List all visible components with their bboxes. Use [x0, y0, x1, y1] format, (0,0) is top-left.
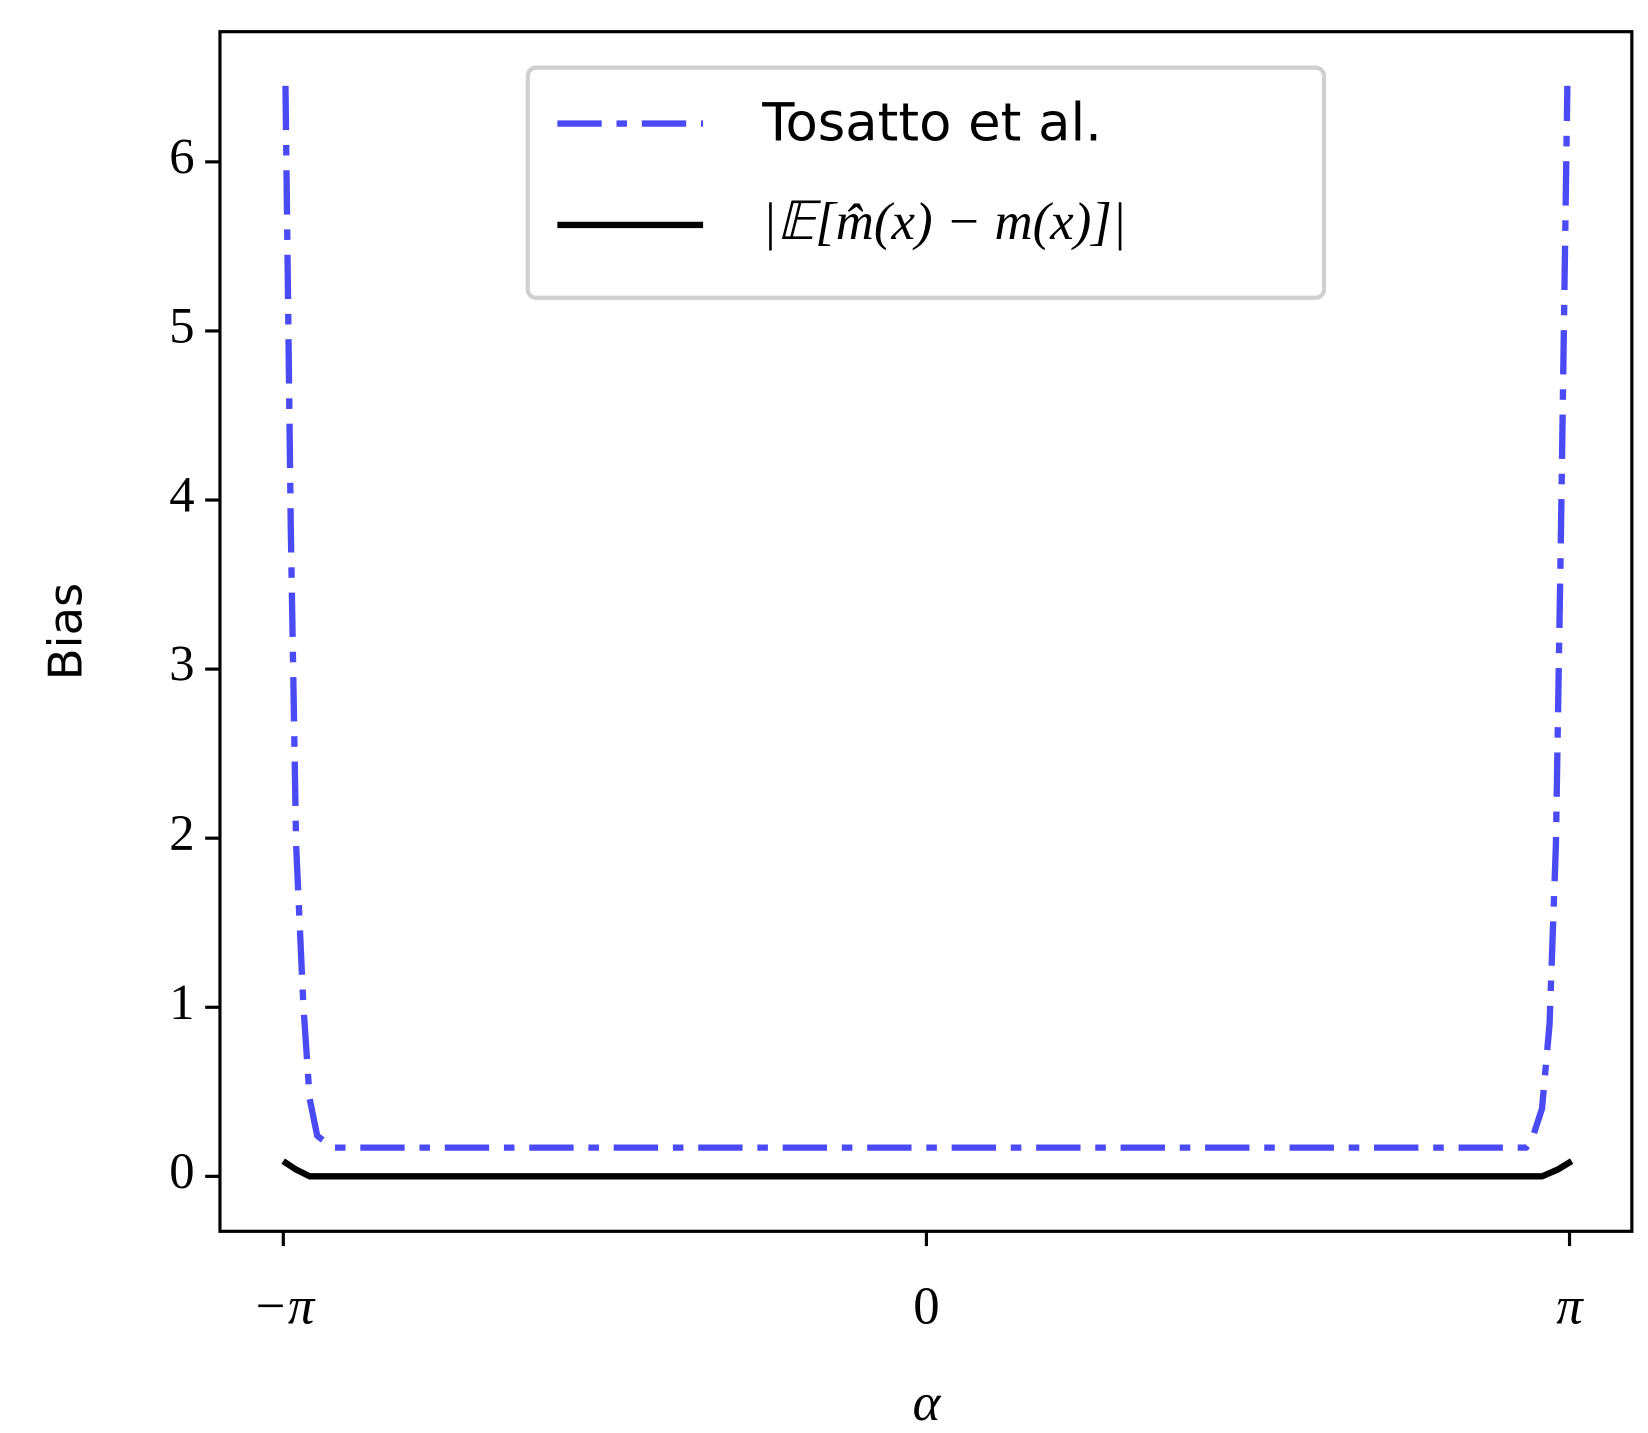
- x-tick-label: 0: [913, 1278, 939, 1336]
- y-tick-label: 1: [169, 974, 194, 1030]
- legend-label: Tosatto et al.: [761, 92, 1102, 153]
- y-tick-label: 2: [169, 805, 194, 861]
- x-tick-label: π: [1556, 1278, 1584, 1336]
- line: [281, 1158, 1574, 1180]
- line: [282, 85, 1571, 1151]
- x-tick-label: −π: [252, 1278, 316, 1336]
- y-tick-label: 3: [169, 636, 194, 692]
- y-tick-label: 4: [169, 467, 194, 523]
- y-tick-label: 0: [169, 1143, 194, 1199]
- y-tick-label: 5: [169, 298, 194, 354]
- y-axis-label: Bias: [38, 583, 92, 680]
- plot-frame: [218, 30, 1634, 1233]
- y-tick-label: 6: [169, 128, 194, 184]
- legend-label: |𝔼[m̂(x) − m(x)]|: [762, 193, 1126, 251]
- legend: Tosatto et al. |𝔼[m̂(x) − m(x)]|: [525, 65, 1327, 300]
- x-axis-label: α: [913, 1374, 942, 1432]
- legend-box: [525, 65, 1327, 300]
